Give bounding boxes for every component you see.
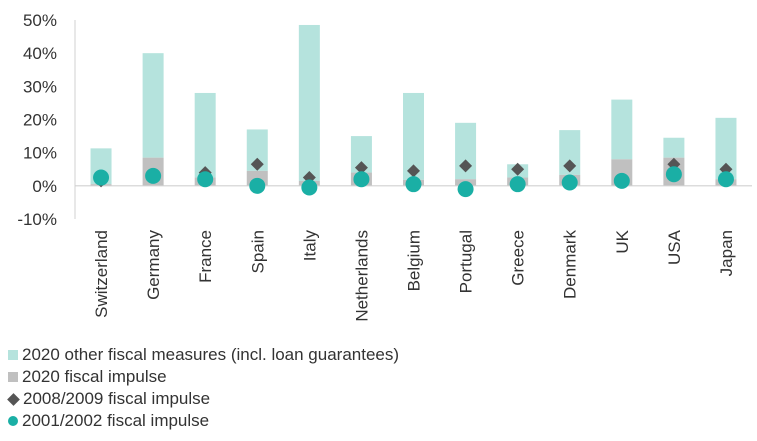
bar-other-measures [403, 92, 424, 180]
marker-2008-impulse [407, 164, 420, 178]
x-tick-label: Denmark [561, 230, 580, 299]
legend: 2020 other fiscal measures (incl. loan g… [7, 344, 399, 432]
y-tick-label: 0% [32, 177, 57, 196]
x-tick-label: UK [613, 229, 632, 253]
marker-2008-impulse [459, 159, 473, 173]
legend-swatch-2020-impulse [8, 372, 18, 382]
legend-item-2020-impulse: 2020 fiscal impulse [8, 366, 399, 388]
marker-2001-impulse [353, 171, 370, 188]
y-tick-label: -10% [17, 210, 57, 229]
chart-plot: -10% 0% 10% 20% 30% 40% 50% Switzerland Germany F… [17, 11, 752, 322]
marker-2008-impulse [250, 157, 264, 171]
legend-item-2008-impulse: 2008/2009 fiscal impulse [7, 388, 399, 410]
x-tick-label: Belgium [405, 230, 424, 291]
marker-2001-impulse [197, 171, 214, 188]
bar-other-measures [350, 136, 372, 173]
x-tick-label: Portugal [457, 230, 476, 293]
x-tick-label: Germany [144, 230, 163, 300]
legend-swatch-2001-impulse [8, 416, 18, 426]
legend-swatch-other-measures [8, 350, 18, 360]
legend-swatch-2008-impulse [7, 392, 20, 406]
marker-2008-impulse [563, 159, 577, 173]
marker-2001-impulse [717, 171, 734, 188]
bar-other-measures [194, 92, 216, 178]
marker-2001-impulse [145, 167, 162, 184]
x-tick-label: France [196, 230, 215, 283]
y-tick-label: 20% [23, 111, 57, 130]
x-tick-label: Switzerland [92, 230, 111, 318]
legend-label-2001-impulse: 2001/2002 fiscal impulse [22, 411, 210, 430]
marker-2008-impulse [511, 162, 525, 176]
legend-item-2001-impulse: 2001/2002 fiscal impulse [8, 410, 399, 432]
bar-other-measures [611, 99, 633, 160]
legend-item-other-measures: 2020 other fiscal measures (incl. loan g… [8, 344, 399, 366]
x-tick-label: Spain [248, 230, 267, 273]
x-tick-label: Japan [717, 230, 736, 276]
bar-other-measures [246, 129, 268, 171]
y-tick-label: 10% [23, 144, 57, 163]
marker-2001-impulse [301, 179, 318, 196]
marker-2001-impulse [665, 166, 682, 183]
marker-2001-impulse [405, 176, 422, 193]
x-tick-label: USA [665, 229, 684, 265]
legend-label-2020-impulse: 2020 fiscal impulse [22, 367, 167, 386]
marker-2001-impulse [509, 176, 526, 193]
bar-other-measures [559, 130, 581, 175]
x-tick-label: Greece [509, 230, 528, 286]
legend-label-other-measures: 2020 other fiscal measures (incl. loan g… [22, 345, 400, 364]
y-tick-label: 30% [23, 77, 57, 96]
marker-2008-impulse [354, 161, 368, 175]
marker-2001-impulse [561, 174, 578, 191]
bar-other-measures [142, 53, 164, 158]
x-tick-label: Italy [300, 230, 319, 262]
y-tick-label: 40% [23, 44, 57, 63]
y-tick-label: 50% [23, 11, 57, 30]
legend-label-2008-impulse: 2008/2009 fiscal impulse [23, 389, 211, 408]
marker-2001-impulse [613, 172, 630, 189]
x-tick-label: Netherlands [352, 230, 371, 322]
bar-other-measures [715, 117, 737, 180]
marker-2001-impulse [93, 169, 110, 186]
bar-other-measures [298, 24, 320, 181]
bar-other-measures [663, 137, 685, 158]
marker-2001-impulse [457, 181, 474, 198]
marker-2001-impulse [249, 177, 266, 194]
